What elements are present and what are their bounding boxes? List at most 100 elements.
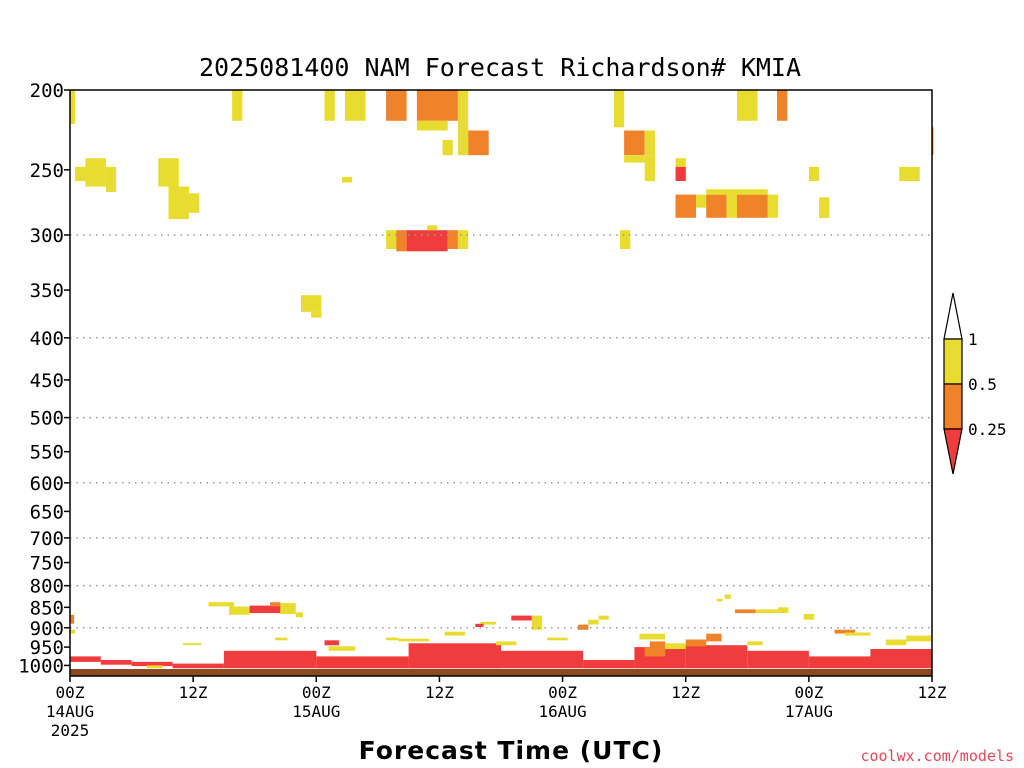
ri-cell-mid	[447, 230, 458, 249]
ri-cell-low	[408, 643, 501, 669]
ri-cell-gt1	[168, 186, 189, 220]
ri-cell-low	[70, 656, 101, 662]
ri-cell-gt1	[808, 166, 820, 181]
ri-cell-low	[747, 650, 809, 669]
y-tick-label: 300	[30, 225, 64, 247]
ri-cell-gt1	[885, 639, 907, 646]
x-tick-label: 12Z	[179, 683, 208, 702]
ri-cell-gt1	[229, 606, 250, 615]
chart-title: 2025081400 NAM Forecast Richardson# KMIA	[199, 53, 801, 82]
ri-cell-low	[316, 656, 409, 669]
ri-cell-gt1	[444, 631, 466, 636]
ri-cell-mid	[386, 90, 407, 121]
ri-cell-gt1	[457, 90, 469, 156]
x-tick-label: 00Z	[794, 683, 823, 702]
ri-cell-gt1	[737, 90, 758, 121]
y-tick-label: 950	[30, 637, 64, 659]
ri-cell-gt1	[182, 643, 202, 646]
y-tick-label: 650	[30, 501, 64, 523]
ri-cell-gt1	[778, 607, 789, 614]
ri-cell-mid	[416, 90, 458, 121]
ri-cell-mid	[777, 90, 788, 121]
x-tick-label: 00Z	[548, 683, 577, 702]
ri-cell-gt1	[275, 637, 288, 641]
ri-cell-gt1	[70, 90, 76, 125]
ri-cell-low	[501, 650, 584, 669]
ri-cell-mid	[834, 629, 855, 634]
y-tick-label: 200	[30, 80, 64, 102]
ri-cell-gt1	[208, 602, 235, 607]
ri-cell-gt1	[613, 90, 625, 128]
ri-cell-gt1	[598, 615, 609, 620]
ri-cell-gt1	[531, 615, 543, 630]
ri-cell-mid	[706, 633, 722, 642]
ri-cell-low	[511, 615, 532, 621]
ri-cell-low	[675, 166, 686, 181]
ri-cell-gt1	[386, 637, 399, 641]
ri-cell-mid	[675, 194, 696, 218]
legend-triangle-top	[943, 292, 963, 340]
ri-cell-gt1	[675, 158, 686, 167]
y-gridlines	[70, 234, 932, 629]
ri-cell-gt1	[696, 194, 707, 208]
ri-cell-gt1	[386, 230, 397, 249]
x-tick-label: 12Z	[918, 683, 947, 702]
y-axis: 200 250 300 350 400 450 500 550 600 650 700 7508008…	[18, 80, 70, 677]
ri-cell-gt1	[588, 619, 599, 625]
y-tick-label: 900	[30, 618, 64, 640]
ri-cell-low	[172, 663, 224, 669]
ri-cell-gt1	[75, 166, 86, 181]
ri-cell-gt1	[295, 612, 303, 618]
ri-cell-mid	[624, 130, 645, 156]
ri-cell-mid	[468, 130, 489, 156]
y-tick-label: 250	[30, 160, 64, 182]
ri-cell-low	[131, 661, 173, 667]
ri-cell-gt1	[767, 194, 779, 218]
legend-triangle-bottom	[943, 428, 963, 475]
ri-cell-mid	[737, 194, 768, 218]
ri-cell-low	[685, 645, 748, 669]
ri-cell-gt1	[232, 90, 243, 121]
y-tick-label: 850	[30, 597, 64, 619]
ri-cell-gt1	[644, 155, 655, 182]
y-tick-label: 750	[30, 553, 64, 575]
ri-cell-gt1	[665, 643, 686, 649]
ri-cell-gt1	[844, 632, 871, 636]
ri-cell-gt1	[311, 311, 322, 318]
y-tick-label: 500	[30, 408, 64, 430]
x-tick-label: 14AUG	[46, 702, 94, 721]
ri-cell-gt1	[620, 230, 631, 249]
ri-cell-gt1	[803, 614, 814, 620]
ri-cell-gt1	[105, 166, 117, 192]
ri-cell-mid	[70, 614, 75, 624]
y-tick-label: 350	[30, 280, 64, 302]
legend-label: 0.5	[968, 375, 997, 394]
ri-cell-mid	[644, 647, 666, 657]
ri-cell-low	[223, 650, 317, 669]
ri-cell-gt1	[706, 189, 768, 195]
y-tick-label: 1000	[18, 655, 64, 677]
ri-cell-gt1	[70, 629, 76, 634]
y-tick-label: 450	[30, 370, 64, 392]
ri-cell-gt1	[747, 641, 763, 646]
ri-cell-mid	[396, 230, 407, 252]
plot-frame	[69, 89, 933, 677]
ri-cell-gt1	[427, 225, 438, 231]
ri-cell-low	[870, 649, 932, 669]
x-tick-label: 12Z	[425, 683, 454, 702]
legend-swatch-mid	[943, 383, 963, 430]
ri-cell-gt1	[755, 609, 779, 614]
ri-cell-low	[475, 623, 484, 627]
ri-cell-gt1	[457, 230, 469, 249]
ri-cell-low	[406, 230, 448, 252]
ri-cell-gt1	[624, 155, 645, 163]
ri-cell-gt1	[158, 158, 179, 187]
ri-cell-gt1	[716, 598, 723, 602]
ri-cell-low	[324, 640, 339, 646]
ri-cell-mid	[270, 602, 281, 607]
ri-cell-gt1	[726, 194, 738, 218]
ri-cell-gt1	[906, 635, 932, 642]
x-tick-label: 16AUG	[539, 702, 587, 721]
